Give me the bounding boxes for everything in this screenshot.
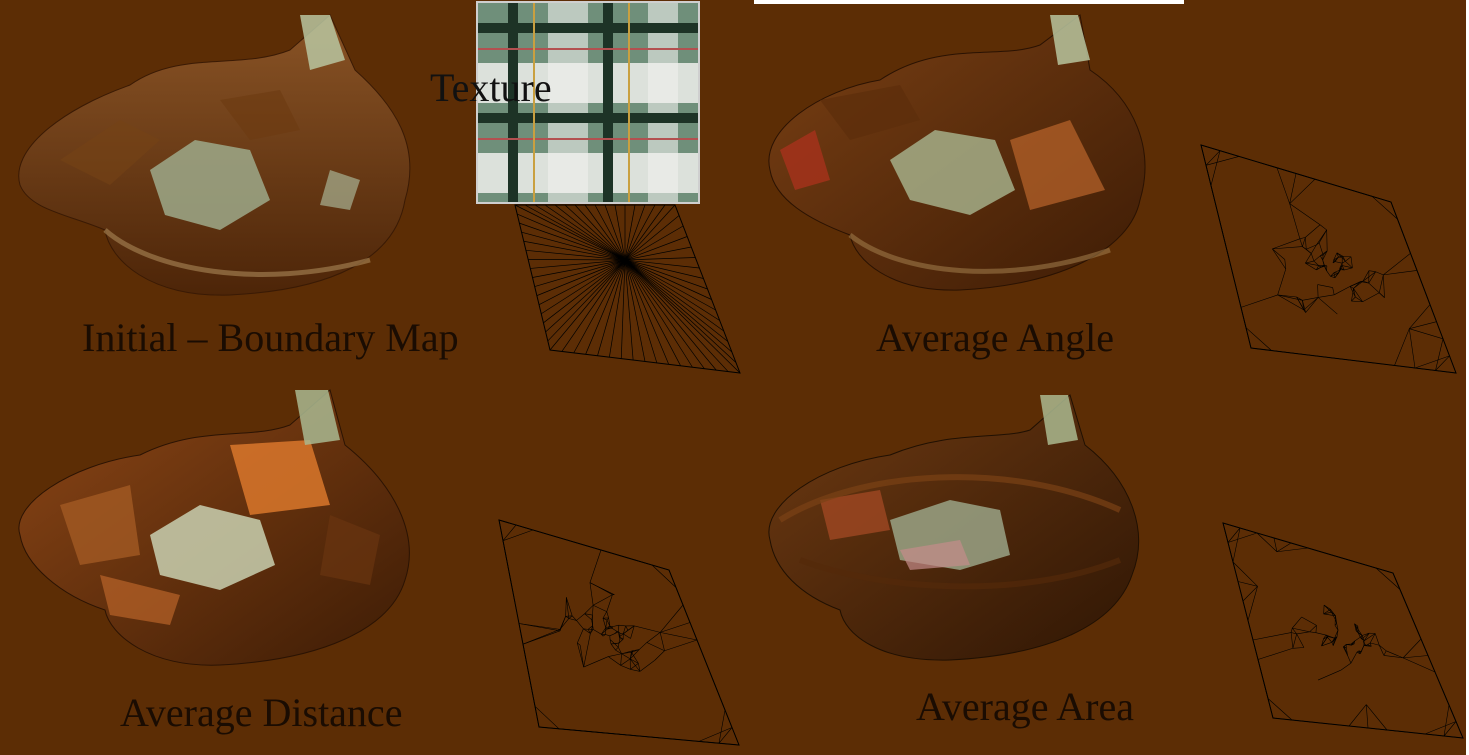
right-border-strip [1466,0,1469,755]
plaid-texture-image [478,3,698,202]
uv-mesh-initial [514,204,741,374]
label-average-distance: Average Distance [120,690,403,735]
label-average-angle: Average Angle [876,315,1115,360]
label-initial-boundary-map: Initial – Boundary Map [82,315,459,360]
cat-model-average-area [768,394,1140,661]
label-average-area: Average Area [916,684,1135,729]
cat-model-initial [18,14,411,296]
texture-swatch [476,1,700,204]
cat-model-average-angle [768,14,1146,291]
uv-mesh-average-angle [1200,144,1457,374]
cat-model-average-distance [18,389,410,666]
texture-label: Texture [430,65,552,110]
uv-mesh-average-area [1222,522,1464,739]
uv-mesh-average-distance [498,519,740,746]
top-border-strip [754,0,1184,4]
